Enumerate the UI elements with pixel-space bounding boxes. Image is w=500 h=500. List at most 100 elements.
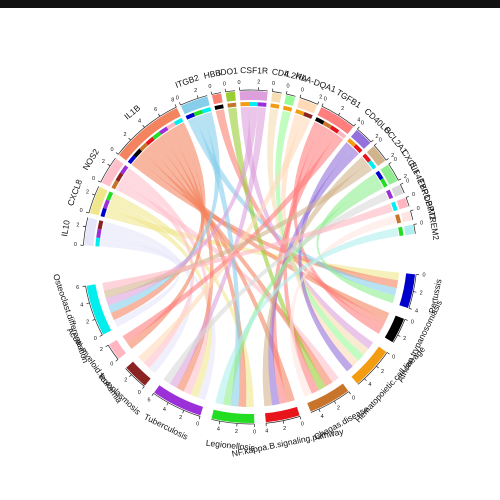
ribbon — [137, 152, 390, 321]
tick-label: 0 — [420, 220, 423, 226]
tick-label: 2 — [403, 336, 406, 342]
tick — [85, 211, 90, 214]
tick — [115, 152, 119, 155]
tick — [321, 103, 324, 107]
tick-label: 0 — [80, 208, 83, 214]
gene-link-slot — [100, 207, 107, 218]
tick-label: 0 — [406, 178, 409, 184]
gene-label: CXCL8 — [65, 178, 84, 207]
gene-arc — [84, 217, 98, 247]
tick — [198, 416, 201, 420]
gene-link-slot — [270, 103, 280, 109]
tick-label: 0 — [138, 390, 141, 396]
pathway-axis — [393, 319, 406, 343]
tick-label: 2 — [86, 320, 89, 326]
gene-arc — [317, 107, 354, 135]
tick-label: 0 — [94, 336, 97, 342]
gene-axis — [83, 217, 89, 246]
gene-arc — [396, 197, 409, 210]
pathway-label: Tuberculosis — [142, 412, 189, 442]
gene-arc — [350, 129, 371, 149]
gene-link-slot — [145, 136, 155, 146]
tick-label: 0 — [352, 396, 355, 402]
tick-label: 6 — [147, 397, 150, 403]
tick-label: 2 — [337, 406, 340, 412]
gene-link-slot — [347, 138, 357, 148]
gene-link-slot — [103, 199, 110, 209]
gene-link-slot — [322, 121, 333, 129]
tick — [400, 182, 404, 185]
tick-label: 6 — [154, 107, 157, 113]
gene-arc — [403, 224, 415, 236]
gene-link-slot — [97, 220, 104, 230]
ribbon — [268, 147, 359, 406]
tick — [357, 126, 360, 130]
pathway-arc — [399, 273, 416, 309]
gene-link-slot — [367, 160, 377, 170]
gene-link-slot — [111, 179, 120, 190]
tick-label: 0 — [394, 157, 397, 163]
gene-link-slot — [375, 170, 384, 181]
gene-link-slot — [395, 214, 402, 224]
tick-label: 4 — [163, 407, 166, 413]
tick-label: 4 — [368, 382, 371, 388]
tick-label: 4 — [138, 119, 141, 125]
tick — [142, 386, 145, 389]
tick — [92, 318, 96, 321]
gene-link-slot — [185, 112, 196, 120]
pathway-arc — [86, 284, 112, 335]
gene-link-slot — [139, 142, 149, 152]
tick-label: 0 — [208, 84, 211, 90]
gene-link-slot — [353, 144, 363, 154]
gene-axis — [286, 93, 296, 97]
gene-link-slot — [159, 126, 169, 135]
ribbon — [102, 203, 393, 291]
gene-link-slot — [214, 104, 224, 111]
tick-label: 0 — [324, 96, 327, 102]
gene-link-slot — [95, 237, 101, 247]
gene-axis — [321, 105, 355, 127]
tick — [174, 104, 177, 108]
tick-label: 2 — [283, 426, 286, 432]
gene-link-slot — [314, 117, 325, 125]
gene-axis — [405, 197, 410, 207]
gene-axis — [239, 89, 268, 92]
tick — [158, 113, 161, 117]
tick-label: 4 — [321, 414, 324, 420]
tick — [398, 178, 402, 181]
tick — [397, 334, 401, 337]
gene-link-slot — [240, 102, 250, 107]
gene-axis — [88, 186, 99, 213]
ribbon — [298, 142, 353, 372]
tick-label: 0 — [110, 147, 113, 153]
tick-label: 0 — [272, 81, 275, 87]
tick — [99, 334, 103, 337]
gene-axis — [100, 157, 116, 183]
gene-label: TREM2 — [427, 211, 442, 241]
gene-arc — [391, 184, 404, 197]
tick — [166, 402, 169, 406]
ribbon — [275, 110, 364, 361]
tick-label: 0 — [238, 80, 241, 86]
tick — [128, 137, 131, 141]
tick — [151, 393, 154, 397]
gene-link-slot — [193, 109, 204, 117]
pathway-arc — [265, 406, 300, 423]
tick — [299, 94, 302, 98]
tick-label: 0 — [417, 206, 420, 212]
tick-label: 0 — [412, 192, 415, 198]
tick-label: 2 — [319, 94, 322, 100]
gene-link-slot — [282, 105, 293, 112]
tick-label: 8 — [171, 97, 174, 103]
ribbon — [101, 229, 216, 401]
gene-label: CSF1R — [240, 65, 268, 76]
gene-axis — [413, 224, 416, 234]
tick-label: 0 — [423, 273, 426, 279]
gene-arc — [400, 211, 412, 223]
tick — [129, 374, 132, 378]
pathway-axis — [310, 391, 350, 413]
tick-label: 2 — [86, 190, 89, 196]
ribbon — [103, 163, 373, 299]
gene-link-slot — [120, 165, 129, 175]
